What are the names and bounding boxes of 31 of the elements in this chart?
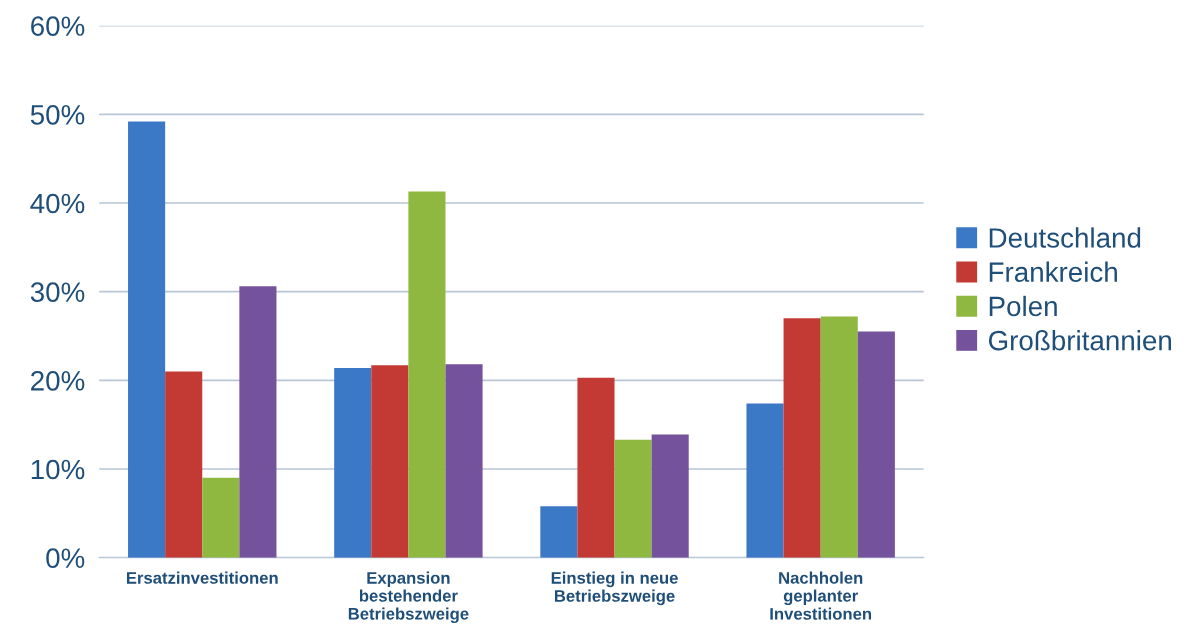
bar xyxy=(334,367,372,558)
bar xyxy=(202,477,240,558)
x-tick-label: Nachholen geplanter Investitionen xyxy=(770,571,872,620)
bar xyxy=(165,371,203,558)
bar xyxy=(820,316,858,558)
y-tick-label: 40% xyxy=(30,193,85,214)
bar xyxy=(239,286,277,558)
bar xyxy=(408,191,446,558)
y-tick-label: 60% xyxy=(31,16,85,36)
bar xyxy=(445,364,483,558)
y-tick-label: 0% xyxy=(46,548,85,569)
bar xyxy=(371,365,409,558)
bar xyxy=(577,377,615,558)
bar xyxy=(614,439,652,558)
y-tick-label: 20% xyxy=(31,371,85,391)
legend-label: Großbritannien xyxy=(988,330,1172,351)
legend-label: Deutschland xyxy=(989,227,1141,248)
legend-label: Frankreich xyxy=(989,261,1117,282)
x-tick-label: Einstieg in neue Betriebszweige xyxy=(551,571,678,606)
x-tick-label: Expansion bestehender Betriebszweige xyxy=(348,571,469,624)
x-tick-label: Ersatzinvestitionen xyxy=(126,571,278,584)
legend-label: Polen xyxy=(989,295,1057,317)
bar xyxy=(857,331,895,558)
y-tick-label: 50% xyxy=(30,104,85,125)
y-tick-label: 30% xyxy=(30,282,85,302)
bar xyxy=(540,506,578,558)
bar xyxy=(746,403,784,558)
bar xyxy=(651,434,689,558)
bar xyxy=(128,121,166,558)
y-tick-label: 10% xyxy=(31,459,85,480)
bar xyxy=(783,318,821,558)
